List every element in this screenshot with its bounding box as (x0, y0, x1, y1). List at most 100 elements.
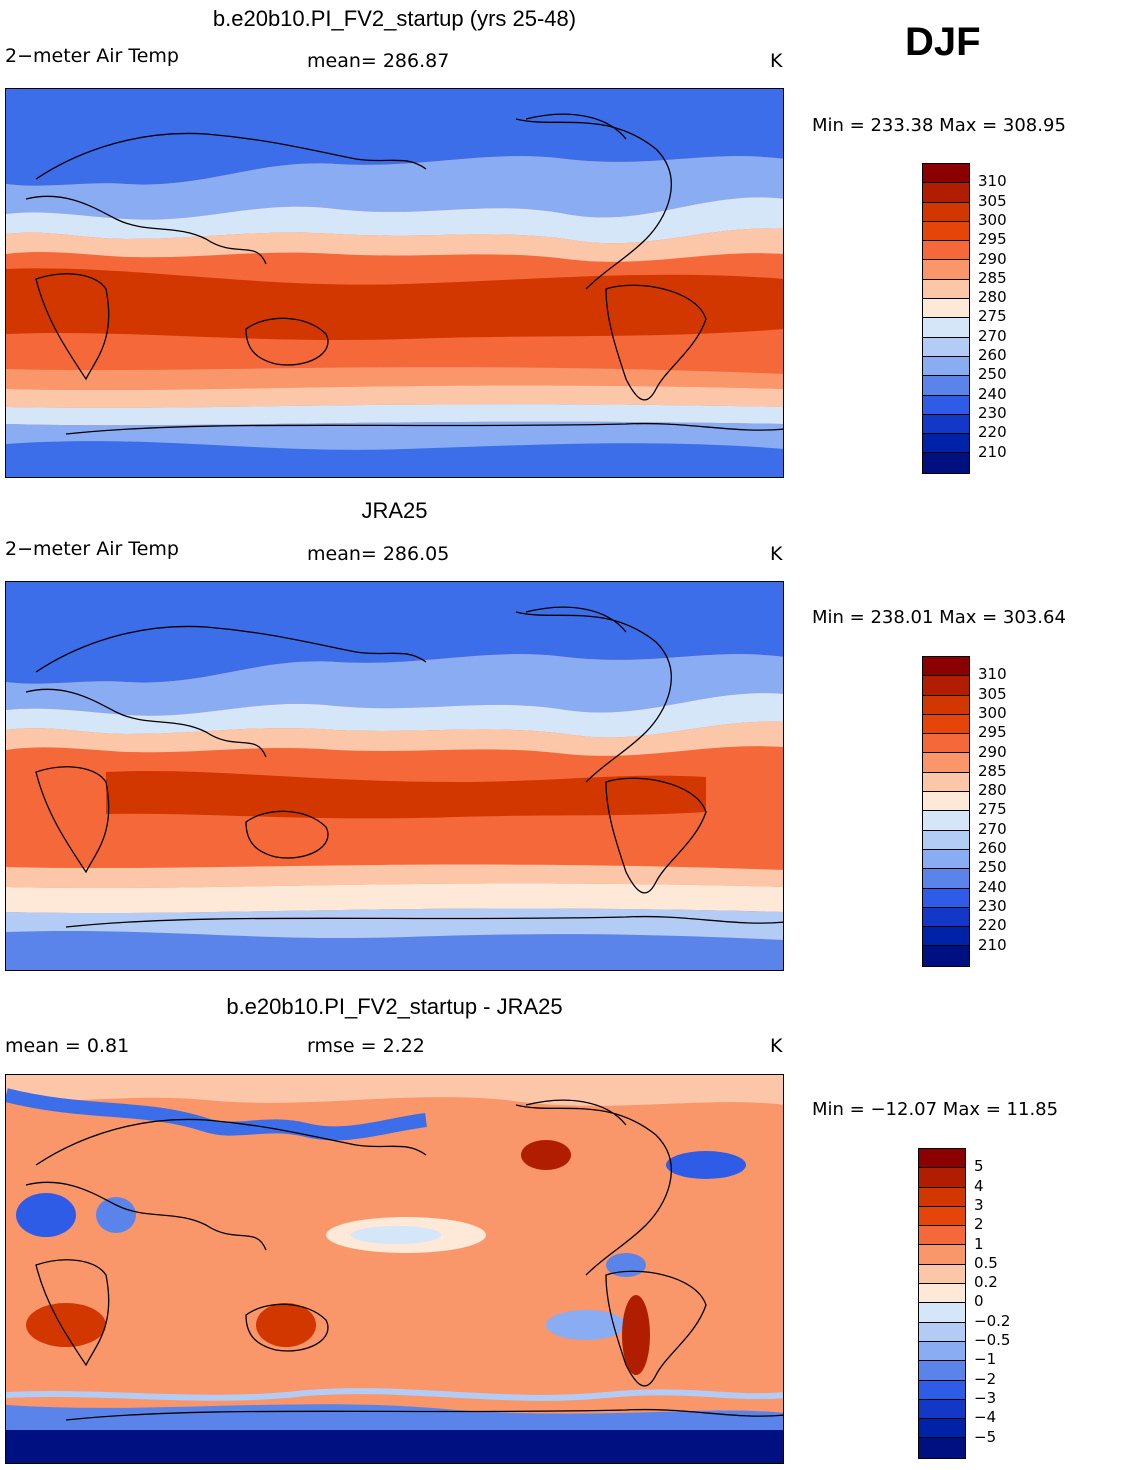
panel3-mean: mean = 0.81 (5, 1035, 130, 1057)
colorbar-tick-label: 295 (978, 723, 1007, 742)
colorbar-swatch (923, 260, 969, 280)
colorbar-tick-label: 3 (974, 1195, 984, 1214)
panel1-variable: 2−meter Air Temp (5, 45, 179, 67)
colorbar-tick-label: −4 (974, 1408, 997, 1427)
colorbar-tick-label: 240 (978, 384, 1007, 403)
colorbar-tick-label: 210 (978, 442, 1007, 461)
colorbar-swatch (923, 376, 969, 396)
colorbar-swatch (919, 1264, 965, 1285)
colorbar-tick-label: 305 (978, 684, 1007, 703)
colorbar-tick-label: −3 (974, 1388, 997, 1407)
colorbar-tick-label: 250 (978, 365, 1007, 384)
panel2-map (5, 581, 784, 971)
colorbar-tick-label: 305 (978, 191, 1007, 210)
colorbar-tick-label: 240 (978, 877, 1007, 896)
colorbar-swatch (919, 1380, 965, 1400)
colorbar-swatch (923, 734, 969, 754)
colorbar-swatch (923, 676, 969, 696)
colorbar-tick-label: 285 (978, 761, 1007, 780)
colorbar-swatch (923, 318, 969, 338)
panel1-minmax: Min = 233.38 Max = 308.95 (812, 115, 1066, 136)
colorbar-swatch (919, 1226, 965, 1246)
colorbar-tick-label: 275 (978, 307, 1007, 326)
colorbar-swatch (919, 1206, 965, 1227)
colorbar-tick-label: 260 (978, 346, 1007, 364)
colorbar-tick-label: 4 (974, 1176, 984, 1195)
colorbar-tick-label: 260 (978, 839, 1007, 857)
panel2-variable: 2−meter Air Temp (5, 538, 179, 560)
colorbar-swatch (919, 1361, 965, 1381)
colorbar-swatch (923, 830, 969, 850)
panel3-title: b.e20b10.PI_FV2_startup - JRA25 (226, 994, 563, 1019)
panel3-map-svg (6, 1075, 783, 1463)
colorbar-tick-label: 300 (978, 703, 1007, 722)
colorbar-tick-label: 300 (978, 210, 1007, 229)
colorbar-tick-label: 230 (978, 403, 1007, 422)
colorbar-swatch (919, 1322, 965, 1342)
colorbar-swatch (923, 849, 969, 870)
colorbar-swatch (923, 395, 969, 415)
panel1-map (5, 88, 784, 478)
colorbar-swatch (923, 414, 969, 435)
colorbar-tick-label: 310 (978, 665, 1007, 684)
colorbar-tick-label: 0 (974, 1292, 984, 1311)
colorbar-swatch (919, 1149, 965, 1169)
colorbar-swatch (923, 657, 969, 677)
colorbar-tick-label: 220 (978, 423, 1007, 442)
colorbar-swatch (923, 753, 969, 773)
season-label: DJF (905, 20, 981, 64)
colorbar-swatch (923, 183, 969, 203)
panel1-mean: mean= 286.87 (307, 50, 450, 72)
colorbar-swatch (919, 1187, 965, 1207)
colorbar-swatch (923, 792, 969, 812)
colorbar-swatch (919, 1284, 965, 1304)
colorbar-swatch (923, 356, 969, 377)
colorbar-tick-label: 270 (978, 819, 1007, 838)
colorbar-swatch (923, 279, 969, 300)
colorbar-swatch (923, 946, 969, 966)
colorbar-swatch (919, 1419, 965, 1439)
colorbar-swatch (923, 907, 969, 928)
colorbar-swatch (923, 164, 969, 184)
colorbar-swatch (923, 888, 969, 908)
colorbar-tick-label: 220 (978, 916, 1007, 935)
colorbar-tick-label: 310 (978, 172, 1007, 191)
colorbar-swatch (923, 202, 969, 222)
panel3-units: K (770, 1035, 783, 1057)
colorbar-tick-label: 295 (978, 230, 1007, 249)
colorbar-tick-label: 275 (978, 800, 1007, 819)
panel2-units: K (770, 543, 783, 565)
panel3-minmax: Min = −12.07 Max = 11.85 (812, 1099, 1059, 1120)
panel3-rmse: rmse = 2.22 (307, 1035, 425, 1057)
colorbar-swatch (919, 1341, 965, 1362)
colorbar-swatch (919, 1303, 965, 1323)
colorbar-swatch (923, 453, 969, 473)
colorbar-tick-label: −0.2 (974, 1311, 1011, 1330)
panel2-mean: mean= 286.05 (307, 543, 450, 565)
colorbar-tick-label: 280 (978, 781, 1007, 800)
colorbar-swatch (923, 337, 969, 357)
colorbar-swatch (923, 772, 969, 793)
colorbar-tick-label: 0.5 (974, 1253, 998, 1272)
colorbar-swatch (923, 221, 969, 242)
colorbar-tick-label: 2 (974, 1215, 984, 1234)
colorbar-tick-label: −0.5 (974, 1331, 1011, 1349)
colorbar-swatch (923, 714, 969, 735)
panel1-units: K (770, 50, 783, 72)
colorbar-tick-label: 1 (974, 1234, 984, 1253)
colorbar-swatch (923, 869, 969, 889)
colorbar-tick-label: −5 (974, 1427, 997, 1446)
colorbar-tick-label: 270 (978, 326, 1007, 345)
panel2-map-svg (6, 582, 783, 970)
colorbar-swatch (923, 927, 969, 947)
colorbar-swatch (923, 434, 969, 454)
colorbar-swatch (919, 1399, 965, 1420)
colorbar-tick-label: 230 (978, 896, 1007, 915)
panel3-map (5, 1074, 784, 1464)
colorbar-swatch (919, 1438, 965, 1458)
colorbar-tick-label: 280 (978, 288, 1007, 307)
colorbar-tick-label: 5 (974, 1157, 984, 1176)
colorbar-swatch (923, 695, 969, 715)
colorbar-tick-label: 290 (978, 249, 1007, 268)
colorbar-swatch (919, 1245, 965, 1265)
